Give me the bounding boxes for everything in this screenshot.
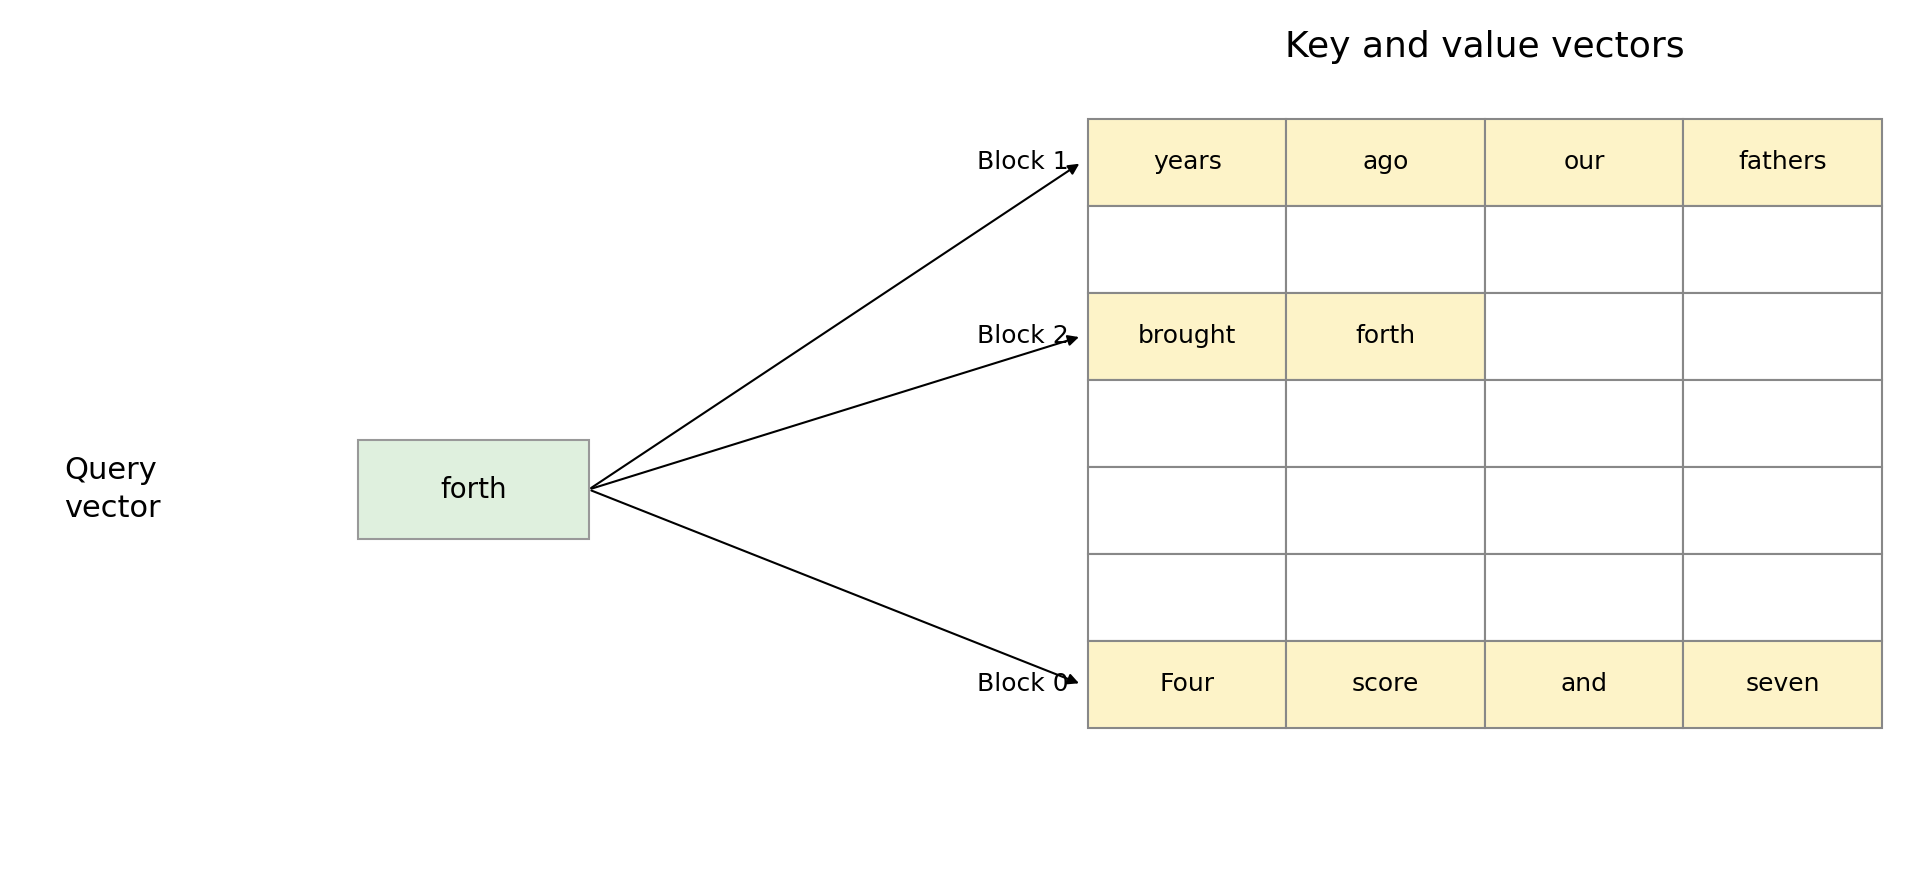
- Text: forth: forth: [440, 475, 507, 504]
- Bar: [1286, 206, 1484, 293]
- Bar: [359, 440, 589, 539]
- Bar: [1684, 466, 1882, 554]
- Bar: [1089, 641, 1286, 728]
- Bar: [1089, 466, 1286, 554]
- Text: Key and value vectors: Key and value vectors: [1284, 30, 1684, 64]
- Text: Block 2: Block 2: [977, 324, 1069, 348]
- Bar: [1684, 293, 1882, 380]
- Text: our: our: [1563, 150, 1605, 174]
- Bar: [1484, 118, 1684, 206]
- Bar: [1684, 206, 1882, 293]
- Text: forth: forth: [1356, 324, 1415, 348]
- Bar: [1286, 466, 1484, 554]
- Text: Four: Four: [1160, 672, 1215, 696]
- Text: ago: ago: [1363, 150, 1409, 174]
- Text: years: years: [1152, 150, 1221, 174]
- Bar: [1684, 380, 1882, 466]
- Bar: [1089, 206, 1286, 293]
- Bar: [1089, 380, 1286, 466]
- Bar: [1484, 554, 1684, 641]
- Text: and: and: [1561, 672, 1607, 696]
- Bar: [1286, 554, 1484, 641]
- Text: score: score: [1352, 672, 1419, 696]
- Text: fathers: fathers: [1738, 150, 1826, 174]
- Text: Block 0: Block 0: [977, 672, 1069, 696]
- Text: Query
vector: Query vector: [63, 456, 161, 523]
- Bar: [1484, 466, 1684, 554]
- Bar: [1684, 641, 1882, 728]
- Bar: [1089, 554, 1286, 641]
- Text: Block 1: Block 1: [977, 150, 1069, 174]
- Bar: [1684, 554, 1882, 641]
- Bar: [1484, 293, 1684, 380]
- Bar: [1484, 206, 1684, 293]
- Bar: [1089, 293, 1286, 380]
- Bar: [1484, 641, 1684, 728]
- Bar: [1286, 293, 1484, 380]
- Bar: [1089, 118, 1286, 206]
- Bar: [1286, 641, 1484, 728]
- Text: brought: brought: [1139, 324, 1236, 348]
- Bar: [1286, 380, 1484, 466]
- Bar: [1484, 380, 1684, 466]
- Bar: [1684, 118, 1882, 206]
- Text: seven: seven: [1745, 672, 1820, 696]
- Bar: [1286, 118, 1484, 206]
